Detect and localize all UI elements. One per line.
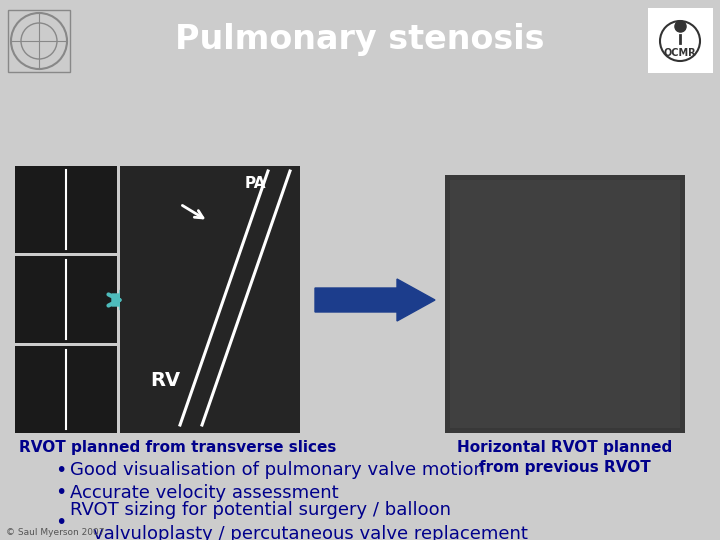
- Text: © Saul Myerson 2007: © Saul Myerson 2007: [6, 528, 104, 537]
- Text: Accurate velocity assessment: Accurate velocity assessment: [70, 484, 338, 502]
- FancyArrow shape: [112, 290, 130, 310]
- FancyBboxPatch shape: [648, 8, 713, 73]
- Bar: [15, 256, 117, 343]
- Bar: [15, 346, 117, 433]
- Text: PA: PA: [245, 177, 266, 192]
- Bar: [445, 175, 685, 433]
- Text: Good visualisation of pulmonary valve motion: Good visualisation of pulmonary valve mo…: [70, 461, 485, 479]
- Bar: [450, 180, 680, 428]
- Text: •: •: [55, 483, 66, 503]
- Text: RVOT planned from transverse slices: RVOT planned from transverse slices: [19, 440, 337, 455]
- FancyArrow shape: [315, 279, 435, 321]
- Text: RV: RV: [150, 372, 180, 390]
- Text: OCMR: OCMR: [664, 48, 696, 58]
- Bar: [15, 166, 117, 253]
- Text: Horizontal RVOT planned
from previous RVOT: Horizontal RVOT planned from previous RV…: [457, 440, 672, 475]
- FancyBboxPatch shape: [8, 10, 70, 72]
- Bar: [120, 166, 300, 433]
- Text: Pulmonary stenosis: Pulmonary stenosis: [175, 23, 545, 56]
- Text: •: •: [55, 512, 66, 531]
- Text: •: •: [55, 461, 66, 480]
- Text: RVOT sizing for potential surgery / balloon
    valvuloplasty / percutaneous val: RVOT sizing for potential surgery / ball…: [70, 501, 528, 540]
